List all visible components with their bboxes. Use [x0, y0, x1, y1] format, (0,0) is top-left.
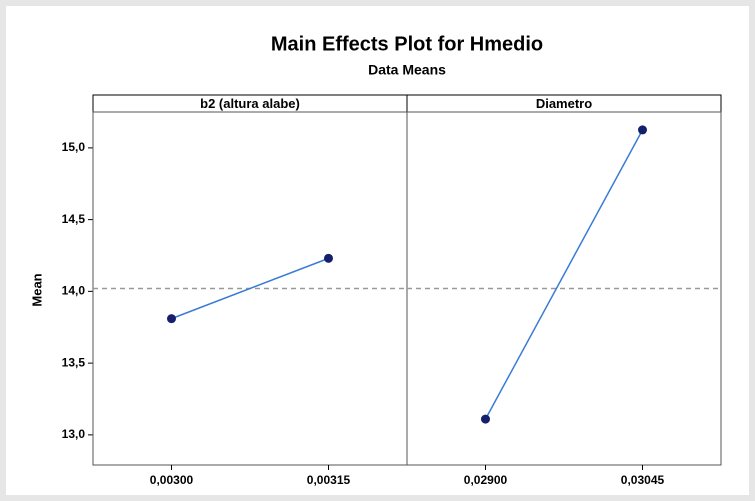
- marker: [167, 314, 176, 324]
- y-tick-label: 13,0: [62, 427, 86, 441]
- panel-title: Diametro: [536, 96, 592, 111]
- x-tick-label: 0,00315: [307, 473, 351, 487]
- line: [484, 129, 644, 420]
- marker: [638, 125, 647, 135]
- y-tick-label: 13,5: [62, 355, 86, 369]
- line: [171, 257, 329, 320]
- chart-subtitle: Data Means: [368, 62, 446, 78]
- x-tick-label: 0,02900: [464, 473, 508, 487]
- panel-title: b2 (altura alabe): [200, 96, 300, 111]
- x-tick-label: 0,03045: [621, 473, 665, 487]
- y-tick-label: 14,5: [62, 212, 86, 226]
- marker: [481, 414, 490, 424]
- y-axis-label: Mean: [29, 273, 44, 306]
- y-tick-label: 15,0: [62, 140, 86, 154]
- y-tick-label: 14,0: [62, 284, 86, 298]
- marker: [324, 253, 333, 263]
- background: [6, 6, 749, 495]
- x-tick-label: 0,00300: [150, 473, 194, 487]
- chart-title: Main Effects Plot for Hmedio: [271, 33, 543, 55]
